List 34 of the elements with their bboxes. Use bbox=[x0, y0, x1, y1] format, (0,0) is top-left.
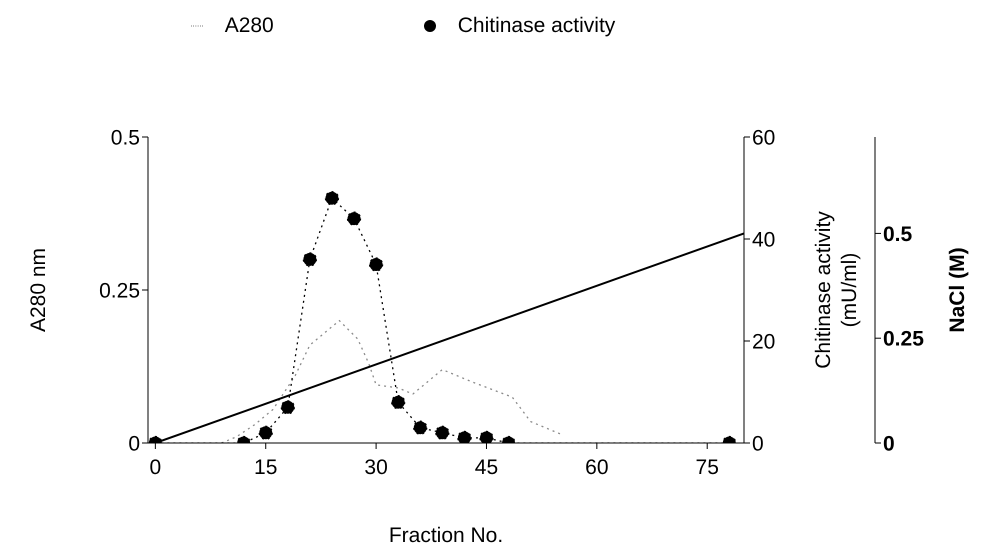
y-tick-label: 0.25 bbox=[99, 279, 140, 302]
point bbox=[324, 191, 340, 206]
point bbox=[368, 257, 384, 272]
x-tick-label: 45 bbox=[474, 456, 498, 479]
y2-axis-title: Chitinase activity (mU/ml) bbox=[812, 210, 861, 369]
point bbox=[435, 426, 450, 440]
y-tick-label: 0 bbox=[128, 432, 140, 456]
y2-tick-label: 40 bbox=[752, 228, 776, 252]
point bbox=[479, 430, 494, 443]
line-series bbox=[220, 320, 561, 443]
legend-label: A280 bbox=[224, 14, 274, 37]
x-tick-label: 75 bbox=[696, 456, 719, 479]
x-tick-label: 30 bbox=[364, 456, 388, 479]
x-tick-label: 15 bbox=[254, 456, 278, 479]
y2-tick-label: 60 bbox=[752, 126, 776, 150]
y2-tick-label: 20 bbox=[752, 330, 776, 354]
legend-label: Chitinase activity bbox=[458, 14, 616, 37]
x-tick-label: 0 bbox=[150, 456, 162, 479]
point bbox=[346, 211, 362, 226]
point bbox=[280, 400, 295, 414]
point bbox=[302, 252, 318, 267]
y3-axis-title: NaCl (M) bbox=[946, 247, 969, 333]
x-axis-title: Fraction No. bbox=[388, 524, 504, 546]
y-tick-label: 0.5 bbox=[110, 126, 140, 150]
point bbox=[258, 426, 273, 440]
point bbox=[391, 395, 406, 410]
y3-tick-label: 0.5 bbox=[883, 222, 913, 246]
point bbox=[413, 420, 428, 435]
y-axis-title: A280 nm bbox=[27, 248, 50, 332]
y3-tick-label: 0 bbox=[883, 432, 895, 456]
y3-tick-label: 0.25 bbox=[883, 328, 924, 351]
point bbox=[457, 430, 472, 443]
y2-tick-label: 0 bbox=[752, 432, 764, 456]
x-tick-label: 60 bbox=[585, 456, 609, 479]
